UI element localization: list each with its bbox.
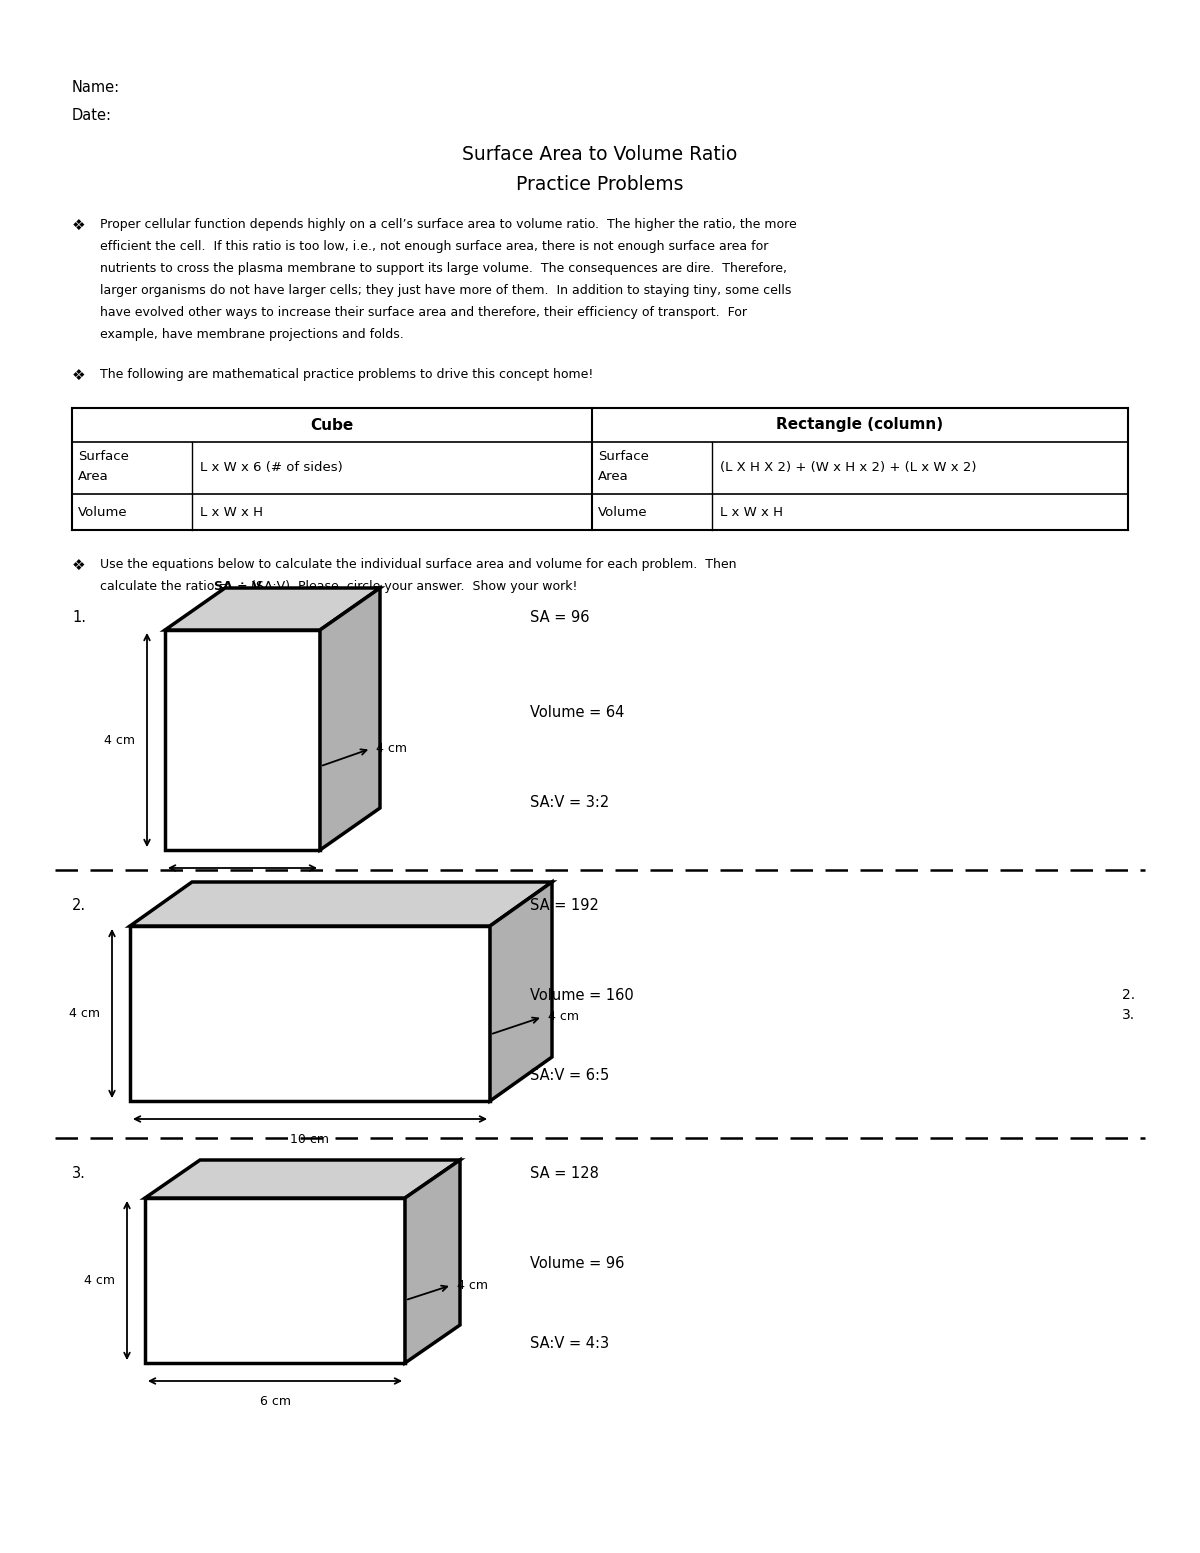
Text: 10 cm: 10 cm xyxy=(290,1134,330,1146)
Text: nutrients to cross the plasma membrane to support its large volume.  The consequ: nutrients to cross the plasma membrane t… xyxy=(100,262,787,275)
Text: 3.: 3. xyxy=(72,1166,86,1180)
Polygon shape xyxy=(320,589,380,849)
Text: calculate the ratio =: calculate the ratio = xyxy=(100,579,233,593)
Text: example, have membrane projections and folds.: example, have membrane projections and f… xyxy=(100,328,403,342)
Polygon shape xyxy=(490,882,552,1101)
Text: Surface: Surface xyxy=(78,450,128,463)
Text: Date:: Date: xyxy=(72,109,112,123)
Text: Volume = 96: Volume = 96 xyxy=(530,1256,624,1270)
Text: 4 cm: 4 cm xyxy=(84,1273,115,1287)
Text: Volume: Volume xyxy=(78,505,127,519)
Text: Use the equations below to calculate the individual surface area and volume for : Use the equations below to calculate the… xyxy=(100,558,737,572)
Text: 3.: 3. xyxy=(1122,1008,1135,1022)
Text: 1.: 1. xyxy=(72,610,86,624)
Text: Volume = 64: Volume = 64 xyxy=(530,705,624,721)
Text: (L X H X 2) + (W x H x 2) + (L x W x 2): (L X H X 2) + (W x H x 2) + (L x W x 2) xyxy=(720,461,977,475)
Text: ❖: ❖ xyxy=(72,217,85,233)
Polygon shape xyxy=(166,631,320,849)
Text: Surface: Surface xyxy=(598,450,649,463)
Text: Practice Problems: Practice Problems xyxy=(516,175,684,194)
Text: Area: Area xyxy=(78,471,109,483)
Text: Rectangle (column): Rectangle (column) xyxy=(776,418,943,432)
Text: The following are mathematical practice problems to drive this concept home!: The following are mathematical practice … xyxy=(100,368,593,380)
Text: L x W x 6 (# of sides): L x W x 6 (# of sides) xyxy=(200,461,343,475)
Polygon shape xyxy=(130,882,552,926)
Text: have evolved other ways to increase their surface area and therefore, their effi: have evolved other ways to increase thei… xyxy=(100,306,746,318)
Text: 6 cm: 6 cm xyxy=(259,1395,290,1409)
Polygon shape xyxy=(166,589,380,631)
Text: 2.: 2. xyxy=(72,898,86,913)
Text: Volume: Volume xyxy=(598,505,648,519)
Polygon shape xyxy=(145,1197,406,1364)
Text: Volume = 160: Volume = 160 xyxy=(530,988,634,1003)
Text: (SA:V)  Please, circle your answer.  Show your work!: (SA:V) Please, circle your answer. Show … xyxy=(247,579,578,593)
Text: 4 cm: 4 cm xyxy=(70,1006,100,1020)
Text: Cube: Cube xyxy=(311,418,354,432)
Text: 4 cm: 4 cm xyxy=(104,733,134,747)
Text: L x W x H: L x W x H xyxy=(720,505,784,519)
Text: L x W x H: L x W x H xyxy=(200,505,263,519)
Text: larger organisms do not have larger cells; they just have more of them.  In addi: larger organisms do not have larger cell… xyxy=(100,284,791,297)
Text: Area: Area xyxy=(598,471,629,483)
Text: Proper cellular function depends highly on a cell’s surface area to volume ratio: Proper cellular function depends highly … xyxy=(100,217,797,231)
Text: SA = 96: SA = 96 xyxy=(530,610,589,624)
Text: SA = 128: SA = 128 xyxy=(530,1166,599,1180)
Polygon shape xyxy=(130,926,490,1101)
Text: efficient the cell.  If this ratio is too low, i.e., not enough surface area, th: efficient the cell. If this ratio is too… xyxy=(100,241,768,253)
Polygon shape xyxy=(406,1160,460,1364)
Text: Surface Area to Volume Ratio: Surface Area to Volume Ratio xyxy=(462,144,738,165)
Text: SA:V = 4:3: SA:V = 4:3 xyxy=(530,1336,610,1351)
Text: 4 cm: 4 cm xyxy=(547,1011,578,1023)
Text: 4 cm: 4 cm xyxy=(376,742,407,755)
Text: 2.: 2. xyxy=(1122,988,1135,1002)
Text: SA ÷ V: SA ÷ V xyxy=(215,579,262,593)
Text: 4 cm: 4 cm xyxy=(457,1278,487,1292)
Text: ❖: ❖ xyxy=(72,558,85,573)
Text: 4cm: 4cm xyxy=(229,882,256,895)
Text: SA:V = 6:5: SA:V = 6:5 xyxy=(530,1068,610,1082)
Text: SA = 192: SA = 192 xyxy=(530,898,599,913)
Text: SA:V = 3:2: SA:V = 3:2 xyxy=(530,795,610,811)
Text: ❖: ❖ xyxy=(72,368,85,384)
Polygon shape xyxy=(145,1160,460,1197)
Text: Name:: Name: xyxy=(72,81,120,95)
